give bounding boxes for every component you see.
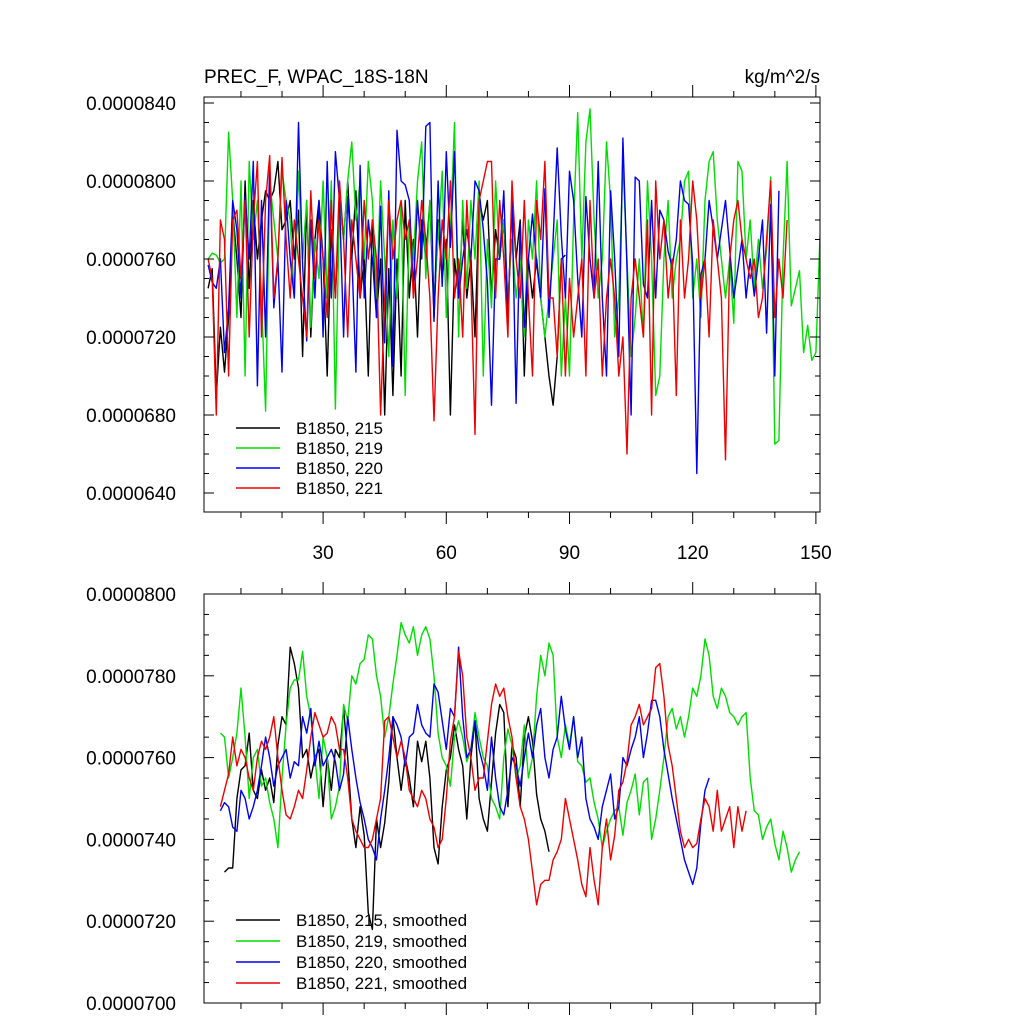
y-tick-label: 0.0000780 <box>86 667 176 688</box>
series-line-3 <box>207 154 788 461</box>
plot-frame <box>203 96 821 513</box>
y-tick-label: 0.0000840 <box>86 94 176 115</box>
legend-label: B1850, 219, smoothed <box>296 932 467 951</box>
legend-label: B1850, 220, smoothed <box>296 953 467 972</box>
series-group <box>219 621 801 931</box>
legend-label: B1850, 219 <box>296 439 383 458</box>
legend-label: B1850, 220 <box>296 459 383 478</box>
y-tick-label: 0.0000640 <box>86 484 176 505</box>
y-tick-label: 0.0000760 <box>86 250 176 271</box>
series-group <box>207 108 820 475</box>
legend-label: B1850, 221, smoothed <box>296 974 467 993</box>
y-tick-label: 0.0000800 <box>86 172 176 193</box>
series-line-1 <box>207 108 820 445</box>
x-tick-label: 30 <box>313 543 334 564</box>
x-tick-label: 120 <box>677 543 709 564</box>
x-tick-label: 150 <box>800 543 832 564</box>
series-line-0 <box>224 646 550 931</box>
series-line-1 <box>219 621 801 873</box>
chart-units: kg/m^2/s <box>745 67 820 88</box>
bottom-panel: 0.0000800 0.0000780 0.0000760 0.0000740 0.00… <box>86 582 821 1015</box>
y-tick-label: 0.0000720 <box>86 912 176 933</box>
x-tick-label: 60 <box>436 543 457 564</box>
x-tick-label: 90 <box>559 543 580 564</box>
legend-label: B1850, 221 <box>296 479 383 498</box>
y-tick-label: 0.0000760 <box>86 749 176 770</box>
y-tick-label: 0.0000800 <box>86 585 176 606</box>
chart-title: PREC_F, WPAC_18S-18N <box>204 67 429 88</box>
y-tick-label: 0.0000680 <box>86 406 176 427</box>
y-tick-label: 0.0000720 <box>86 328 176 349</box>
legend-label: B1850, 215 <box>296 419 383 438</box>
series-line-3 <box>219 650 747 906</box>
y-tick-label: 0.0000740 <box>86 830 176 851</box>
top-panel: 0.0000840 0.0000800 0.0000760 0.0000720 0.00… <box>86 67 832 564</box>
series-line-2 <box>219 646 710 886</box>
y-tick-label: 0.0000700 <box>86 994 176 1015</box>
legend-label: B1850, 215, smoothed <box>296 911 467 930</box>
series-line-2 <box>207 121 780 475</box>
